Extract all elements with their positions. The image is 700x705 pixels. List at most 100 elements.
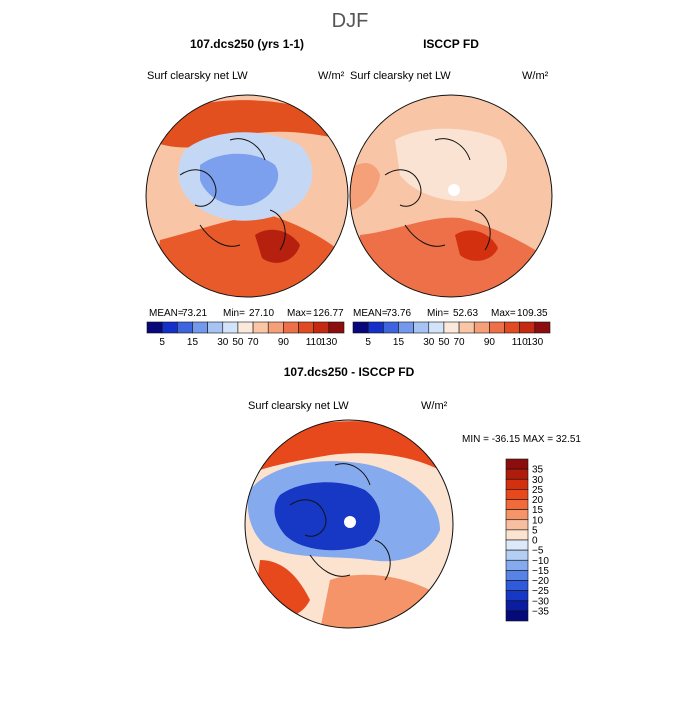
- colorbar-difference-tick-label: −10: [532, 556, 549, 567]
- panel-observed-max-label: Max=: [491, 308, 516, 319]
- colorbar-observed-swatch: [489, 321, 505, 334]
- colorbar-model-swatch: [177, 321, 193, 334]
- colorbar-difference-tick-label: 25: [532, 485, 544, 496]
- panel-model-max-label: Max=: [287, 308, 312, 319]
- panel-difference-variable: Surf clearsky net LW: [248, 400, 349, 412]
- panel-model-mean-value: 73.21: [182, 308, 207, 319]
- colorbar-difference-swatch: [505, 489, 529, 500]
- map-model-border: [145, 94, 349, 298]
- colorbar-difference-swatch: [505, 519, 529, 531]
- map-difference: [244, 419, 454, 629]
- panel-observed-mean-label: MEAN=: [353, 308, 388, 319]
- colorbar-observed-swatch: [383, 321, 399, 334]
- colorbar-observed-swatch: [428, 321, 445, 334]
- colorbar-model-swatch: [192, 321, 208, 334]
- colorbar-difference-tick-label: 0: [532, 536, 538, 547]
- colorbar-model-swatch: [267, 321, 284, 334]
- colorbar-model-tick-label: 90: [278, 337, 290, 348]
- panel-observed-mean-value: 73.76: [386, 308, 411, 319]
- map-observed: [349, 94, 553, 298]
- colorbar-difference-swatch: [505, 478, 529, 490]
- colorbar-model-swatch: [222, 321, 239, 334]
- colorbar-difference-swatch: [505, 549, 529, 561]
- map-observed-field-dark-red: [455, 230, 498, 261]
- colorbar-observed-swatch: [504, 321, 520, 334]
- map-model-coastline: [179, 138, 286, 251]
- colorbar-difference-swatch: [505, 570, 529, 581]
- colorbar-difference-swatch: [505, 580, 529, 591]
- colorbar-difference-swatch: [505, 559, 529, 571]
- colorbar-observed-tick-label: 30: [423, 337, 435, 348]
- colorbar-difference-tick-label: −30: [532, 596, 549, 607]
- colorbar-difference-tick-label: 35: [532, 465, 544, 476]
- colorbar-difference-swatch: [505, 468, 529, 480]
- colorbar-difference-swatch: [505, 610, 529, 622]
- colorbar-model-tick-label: 5: [159, 337, 165, 348]
- map-observed-border: [349, 94, 553, 298]
- colorbar-model-swatch: [146, 321, 163, 334]
- colorbar-model-swatch: [161, 321, 178, 334]
- panel-observed-units: W/m²: [522, 70, 549, 82]
- colorbar-observed-tick-label: 15: [393, 337, 405, 348]
- colorbar-difference-tick-label: −5: [532, 546, 544, 557]
- colorbar-difference-swatch: [505, 600, 529, 612]
- colorbar-observed-tick-label: 110: [512, 337, 528, 348]
- colorbar-difference-tick-label: −35: [532, 606, 549, 617]
- map-observed-polar-hole: [448, 184, 460, 196]
- colorbar-observed-swatch: [413, 321, 430, 334]
- colorbar-observed-swatch: [352, 321, 369, 334]
- map-difference-polar-hole: [344, 516, 356, 528]
- colorbar-observed-swatch: [367, 321, 384, 334]
- map-model-field-red-bottom: [150, 215, 348, 297]
- colorbar-difference-swatch: [505, 539, 529, 551]
- map-model-field-dark-red: [255, 229, 300, 263]
- colorbar-observed-swatch: [473, 321, 490, 334]
- colorbar-observed-swatch: [443, 321, 460, 334]
- colorbar-observed-tick-label: 70: [454, 337, 466, 348]
- colorbar-difference-swatch: [505, 509, 529, 521]
- panel-observed-min-label: Min=: [427, 308, 449, 319]
- colorbar-model-swatch: [313, 321, 330, 334]
- panel-observed-variable: Surf clearsky net LW: [350, 70, 451, 82]
- map-observed-field-orange-left: [350, 163, 380, 210]
- colorbar-model-tick-label: 30: [217, 337, 229, 348]
- colorbar-observed-swatch: [519, 321, 536, 334]
- map-difference-field-red-top: [260, 421, 440, 470]
- page-title: DJF: [332, 10, 369, 32]
- colorbar-observed-tick-label: 5: [365, 337, 371, 348]
- map-difference-coastline: [289, 463, 391, 581]
- panel-model-title: 107.dcs250 (yrs 1-1): [190, 37, 304, 51]
- panel-model-min-label: Min=: [223, 308, 245, 319]
- map-difference-field-blue-core: [274, 482, 380, 551]
- colorbar-difference-tick-label: −25: [532, 586, 549, 597]
- panel-observed-title: ISCCP FD: [423, 37, 479, 51]
- panel-model: 107.dcs250 (yrs 1-1) Surf clearsky net L…: [145, 37, 349, 348]
- panel-difference: 107.dcs250 - ISCCP FD Surf clearsky net …: [244, 365, 581, 629]
- colorbar-model-tick-label: 110: [306, 337, 322, 348]
- panel-model-variable: Surf clearsky net LW: [147, 70, 248, 82]
- colorbar-model-tick-label: 130: [321, 337, 338, 348]
- colorbar-model-tick-label: 50: [232, 337, 244, 348]
- panel-observed-max-value: 109.35: [517, 308, 548, 319]
- colorbar-difference-tick-label: 10: [532, 515, 544, 526]
- panel-difference-title: 107.dcs250 - ISCCP FD: [284, 365, 415, 379]
- colorbar-observed-swatch: [534, 321, 551, 334]
- panel-model-min-value: 27.10: [249, 308, 274, 319]
- map-observed-field-red-bottom: [350, 217, 552, 297]
- panel-model-mean-label: MEAN=: [149, 308, 184, 319]
- colorbar-model-swatch: [237, 321, 254, 334]
- panel-model-max-value: 126.77: [313, 308, 344, 319]
- colorbar-model-swatch: [252, 321, 269, 334]
- colorbar-model-swatch: [283, 321, 299, 334]
- colorbar-difference-tick-label: 30: [532, 475, 544, 486]
- colorbar-model-tick-label: 15: [187, 337, 199, 348]
- colorbar-model-swatch: [207, 321, 224, 334]
- colorbar-difference-swatch: [505, 590, 529, 602]
- map-model-field-red-top: [150, 100, 345, 148]
- colorbar-model-swatch: [328, 321, 345, 334]
- colorbar-observed-swatch: [398, 321, 414, 334]
- colorbar-difference-tick-label: 15: [532, 505, 544, 516]
